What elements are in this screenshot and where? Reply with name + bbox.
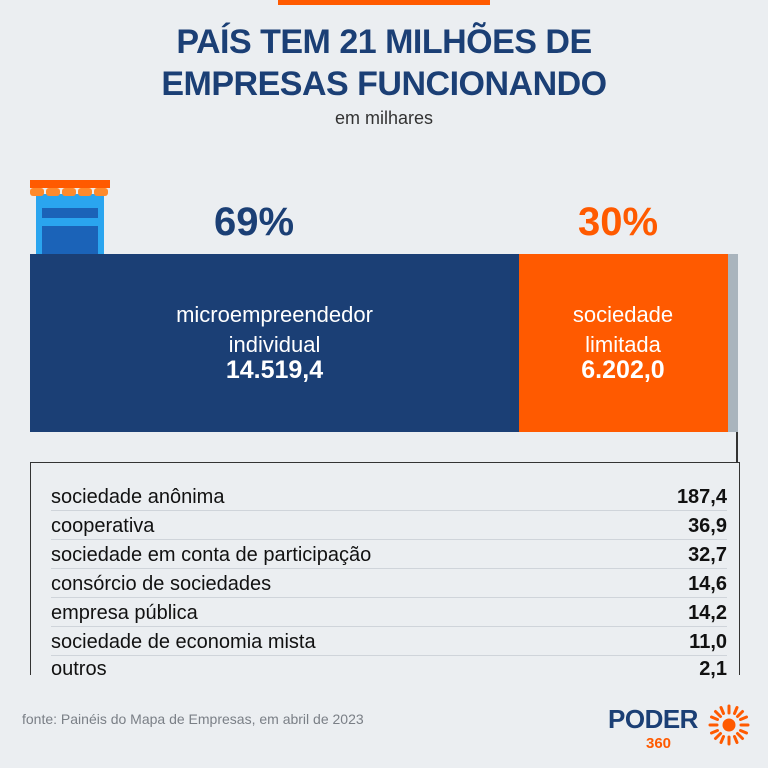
bar-segment-others bbox=[727, 254, 738, 432]
ltda-label-line-1: sociedade bbox=[572, 302, 674, 327]
list-item: sociedade de economia mista 11,0 bbox=[51, 626, 727, 656]
list-item: cooperativa 36,9 bbox=[51, 510, 727, 540]
list-item: sociedade em conta de participação 32,7 bbox=[51, 539, 727, 569]
list-item: consórcio de sociedades 14,6 bbox=[51, 568, 727, 598]
list-item: sociedade anônima 187,4 bbox=[51, 481, 727, 511]
breakdown-list: sociedade anônima 187,4 cooperativa 36,9… bbox=[30, 462, 740, 680]
store-icon bbox=[30, 180, 110, 256]
ltda-value: 6.202,0 bbox=[581, 356, 665, 384]
list-item-value: 187,4 bbox=[676, 486, 727, 508]
list-item-label: empresa pública bbox=[51, 602, 198, 624]
accent-bar bbox=[278, 0, 490, 5]
bar-segment-ltda bbox=[519, 254, 728, 432]
mei-label-line-2: individual bbox=[228, 332, 321, 357]
list-item-value: 11,0 bbox=[689, 631, 727, 653]
connector-line bbox=[736, 432, 738, 462]
list-item-value: 32,7 bbox=[688, 544, 727, 566]
bar-segment-mei bbox=[30, 254, 519, 432]
list-item-label: sociedade anônima bbox=[51, 486, 225, 508]
logo-word: PODER bbox=[608, 704, 698, 734]
list-item-label: sociedade de economia mista bbox=[51, 631, 316, 653]
ltda-label-line-2: limitada bbox=[585, 332, 661, 357]
source-note: fonte: Painéis do Mapa de Empresas, em a… bbox=[22, 711, 364, 727]
list-item-label: outros bbox=[51, 658, 107, 680]
poder360-sun-logo bbox=[708, 704, 750, 746]
chart-title-line-2: EMPRESAS FUNCIONANDO bbox=[161, 65, 607, 103]
list-item-label: cooperativa bbox=[51, 515, 155, 537]
chart-title-line-1: PAÍS TEM 21 MILHÕES DE bbox=[176, 23, 592, 61]
list-item-label: sociedade em conta de participação bbox=[51, 544, 372, 566]
list-item-value: 36,9 bbox=[688, 515, 727, 537]
mei-label-line-1: microempreendedor bbox=[176, 302, 373, 327]
logo-number: 360 bbox=[646, 735, 672, 752]
chart-subtitle: em milhares bbox=[334, 108, 434, 128]
ltda-label: sociedade limitada bbox=[519, 300, 727, 360]
mei-value: 14.519,4 bbox=[225, 356, 324, 384]
list-item: outros 2,1 bbox=[51, 653, 727, 682]
list-item: empresa pública 14,2 bbox=[51, 597, 727, 627]
list-item-value: 14,6 bbox=[688, 573, 727, 595]
poder360-logo: PODER 360 bbox=[608, 704, 750, 752]
ltda-percent-label: 30% bbox=[577, 200, 659, 244]
list-item-value: 2,1 bbox=[699, 658, 727, 680]
mei-label: microempreendedor individual bbox=[30, 300, 519, 360]
list-item-label: consórcio de sociedades bbox=[51, 573, 272, 595]
mei-percent-label: 69% bbox=[213, 200, 295, 244]
list-item-value: 14,2 bbox=[688, 602, 727, 624]
